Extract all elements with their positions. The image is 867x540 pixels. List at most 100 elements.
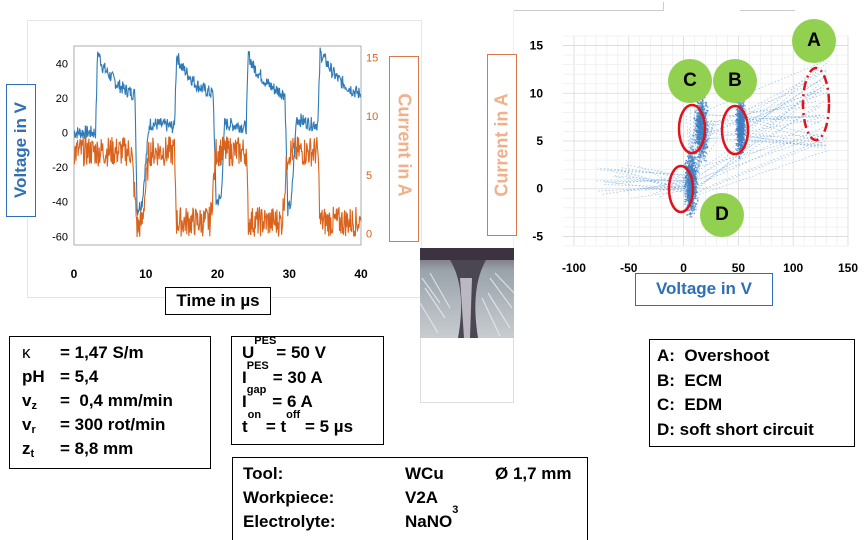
right-scatter-point [693, 185, 696, 188]
right-scatter-point [743, 124, 745, 126]
right-scatter-point [685, 172, 687, 174]
right-scatter-point [738, 142, 740, 144]
right-scatter-point [697, 146, 700, 149]
right-scatter-point [684, 163, 686, 165]
right-scatter-point [698, 137, 700, 140]
marker-d: D [700, 193, 744, 237]
right-scatter-point [686, 189, 688, 191]
right-scatter-point [688, 200, 690, 202]
right-scatter-point [737, 116, 739, 118]
right-scatter-point [738, 147, 741, 149]
right-scatter-point [697, 137, 699, 139]
right-scatter-point [703, 113, 705, 116]
right-scatter-point [700, 125, 702, 128]
right-scatter-point [740, 129, 743, 132]
right-scatter-point [691, 167, 693, 169]
right-ylabel-box [487, 54, 517, 236]
right-scatter-point [739, 115, 741, 118]
right-scatter-point [705, 101, 707, 104]
right-scatter-point [691, 212, 693, 214]
right-scatter-point [686, 176, 688, 179]
right-scatter-point [703, 109, 705, 111]
right-scatter-point [694, 204, 696, 206]
right-scatter-point [699, 106, 701, 109]
right-scatter-point [702, 106, 704, 109]
right-scatter-point [742, 131, 744, 134]
right-scatter-point [686, 206, 688, 208]
right-trajectory [626, 164, 694, 179]
right-scatter-point [687, 182, 689, 184]
right-scatter-point [742, 136, 744, 138]
right-scatter-point [697, 116, 699, 118]
right-scatter-point [687, 186, 690, 188]
right-scatter-point [699, 137, 701, 140]
right-scatter-point [740, 120, 743, 123]
right-scatter-point [740, 114, 742, 116]
right-scatter-point [693, 208, 696, 211]
right-scatter-point [689, 184, 691, 187]
right-scatter-point [691, 216, 693, 218]
right-scatter-point [701, 121, 703, 124]
right-scatter-point [702, 151, 704, 153]
right-scatter-point [705, 103, 707, 105]
right-scatter-point [698, 115, 700, 117]
right-scatter-point [699, 135, 701, 138]
right-scatter-point [689, 156, 691, 159]
right-scatter-point [687, 213, 689, 216]
right-scatter-point [685, 179, 688, 181]
right-scatter-point [697, 123, 699, 125]
right-scatter-point [707, 110, 709, 112]
right-scatter-point [740, 117, 742, 119]
right-scatter-point [693, 210, 695, 212]
right-trajectory [614, 168, 690, 192]
right-trajectory [738, 105, 823, 113]
right-scatter-point [697, 142, 700, 145]
right-scatter-point [695, 191, 698, 194]
workpiece-value: V2A [405, 488, 439, 507]
right-scatter-point [739, 157, 741, 160]
right-scatter-point [741, 152, 743, 154]
right-scatter-point [705, 151, 707, 154]
right-scatter-point [701, 102, 703, 104]
right-scatter-point [691, 162, 694, 164]
right-scatter-point [743, 101, 745, 103]
right-scatter-point [740, 143, 742, 146]
right-scatter-point [689, 214, 692, 216]
ellipse-d [667, 164, 695, 214]
right-scatter-point [687, 164, 690, 167]
right-scatter-point [687, 185, 689, 187]
right-scatter-point [736, 125, 738, 128]
right-scatter-point [736, 119, 739, 121]
right-scatter-point [699, 132, 702, 134]
right-scatter-point [694, 156, 696, 158]
left-xlabel: Time in µs [176, 291, 260, 310]
right-scatter-point [688, 176, 690, 179]
right-scatter-point [697, 145, 699, 147]
kappa-label: κ [22, 343, 31, 362]
right-scatter-point [686, 200, 688, 202]
right-scatter-point [738, 138, 741, 140]
right-scatter-point [699, 119, 701, 121]
right-scatter-point [686, 196, 689, 198]
right-scatter-point [688, 193, 690, 195]
right-scatter-point [738, 115, 740, 117]
right-scatter-point [735, 148, 737, 150]
right-scatter-point [697, 127, 699, 129]
right-trajectory [701, 114, 825, 118]
right-scatter-point [688, 167, 691, 169]
right-scatter-point [698, 151, 701, 153]
right-scatter-point [684, 179, 687, 182]
right-scatter-point [703, 130, 705, 133]
right-scatter-point [689, 171, 692, 173]
right-scatter-point [697, 119, 700, 122]
right-scatter-point [698, 153, 700, 155]
right-scatter-point [696, 129, 698, 131]
legend-box: A: Overshoot B: ECM C: EDM D: soft short… [649, 339, 855, 447]
right-scatter-point [699, 103, 701, 105]
right-scatter-point [695, 198, 697, 200]
t-sub2: off [286, 408, 301, 421]
right-trajectory [692, 149, 830, 198]
right-scatter-point [684, 195, 686, 197]
right-scatter-point [740, 139, 743, 141]
right-scatter-point [691, 210, 693, 212]
